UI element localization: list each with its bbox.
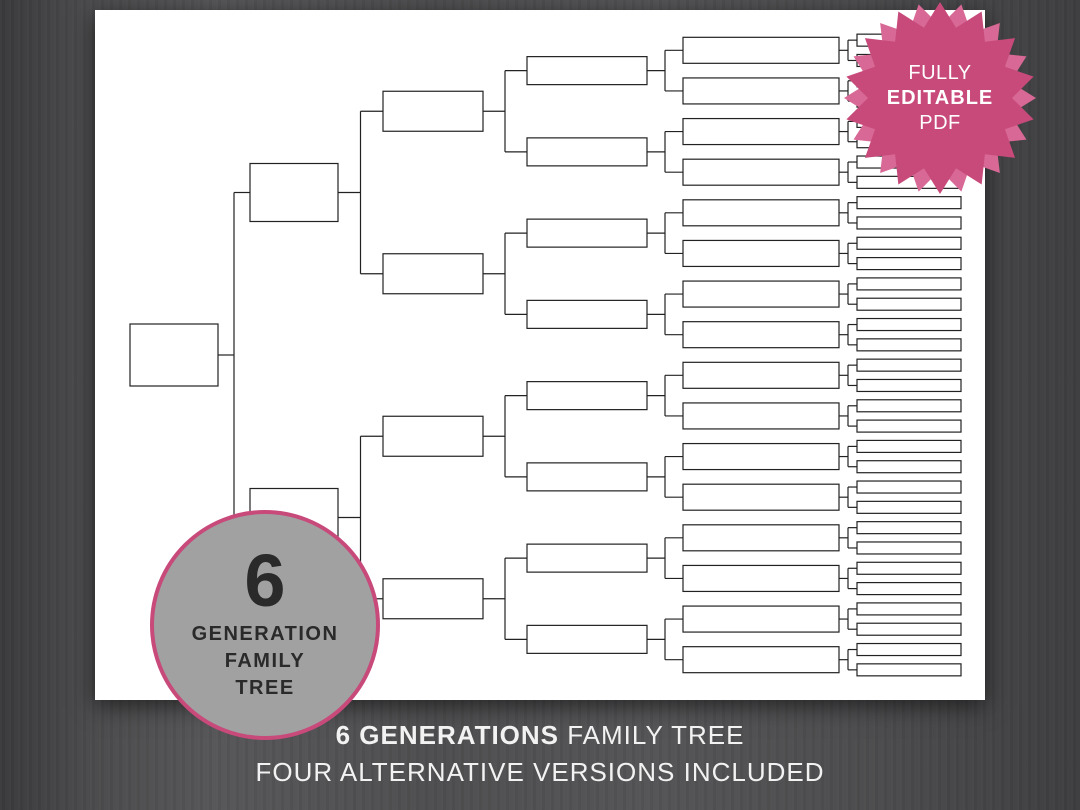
product-caption: 6 GENERATIONS FAMILY TREE FOUR ALTERNATI… [0,717,1080,792]
badge-line-1: GENERATION [192,621,339,648]
badge-line-2: FAMILY [225,648,306,675]
badge-line-3: TREE [235,675,294,702]
caption-line-2: FOUR ALTERNATIVE VERSIONS INCLUDED [0,754,1080,792]
badge-number: 6 [244,548,285,615]
burst-line-1: FULLY [887,61,994,86]
burst-line-2: EDITABLE [887,86,994,111]
burst-text: FULLY EDITABLE PDF [887,61,994,136]
generation-count-badge: 6 GENERATION FAMILY TREE [150,510,380,740]
caption-line-1-bold: 6 GENERATIONS [336,720,559,750]
caption-line-1: 6 GENERATIONS FAMILY TREE [0,717,1080,755]
caption-line-1-rest: FAMILY TREE [559,720,744,750]
burst-line-3: PDF [887,111,994,136]
editable-pdf-burst-badge: FULLY EDITABLE PDF [840,0,1040,198]
